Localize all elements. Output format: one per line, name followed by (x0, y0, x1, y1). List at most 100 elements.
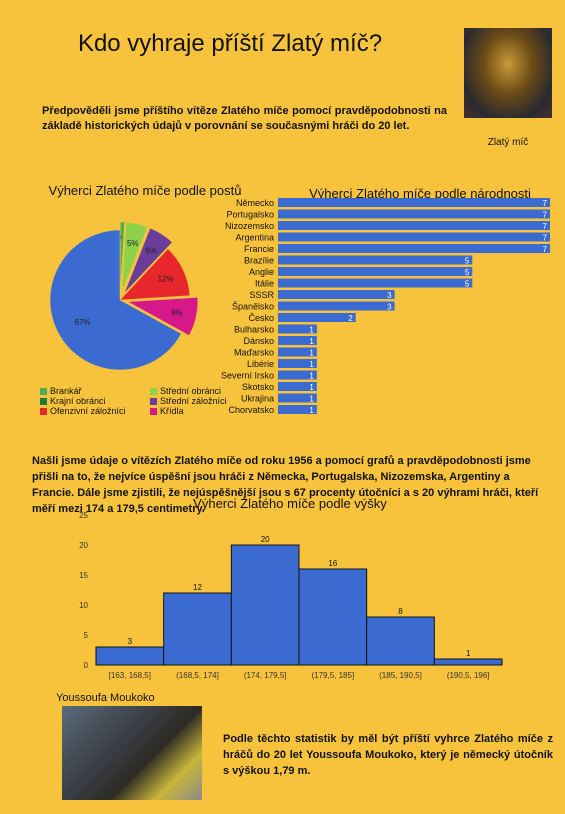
height-bar-value: 1 (466, 649, 471, 658)
nation-tick-label-severni-irsko: Severní Irsko (221, 371, 274, 381)
nation-bar-value: 5 (465, 268, 470, 277)
nation-tick-label-italie: Itálie (255, 279, 274, 289)
position-pie-chart: 1%5%6%12%9%67% (49, 221, 199, 371)
height-chart-title: Výherci Zlatého míče podle výšky (193, 496, 387, 511)
height-y-tick-label: 0 (84, 661, 89, 670)
nation-tick-label-anglie: Anglie (249, 267, 274, 277)
nation-tick-label-nizozemsko: Nizozemsko (225, 221, 274, 231)
findings-paragraph: Našli jsme údaje o vítězích Zlatého míče… (32, 455, 539, 515)
pie-chart-title: Výherci Zlatého míče podle postů (48, 183, 242, 198)
trophy-caption: Zlatý míč (487, 137, 529, 148)
height-bar-value: 16 (328, 559, 337, 568)
nation-tick-label-portugalsko: Portugalsko (226, 210, 274, 220)
nation-bar-value: 7 (543, 245, 548, 254)
nation-tick-label-francie: Francie (244, 244, 274, 254)
height-y-tick-label: 10 (79, 601, 88, 610)
legend-swatch (150, 398, 157, 406)
height-bar (163, 592, 232, 666)
nation-tick-label-madarsko: Maďarsko (234, 348, 274, 358)
nation-tick-label-bulharsko: Bulharsko (234, 325, 274, 335)
nation-bar-ukrajina (278, 393, 317, 403)
legend-item-stredni-obranci: Střední obránci (150, 386, 260, 396)
pie-slice-ofenzivni-zaloznici (119, 248, 191, 301)
legend-label: Střední záložníci (160, 396, 227, 406)
player-caption: Youssoufa Moukoko (56, 692, 155, 704)
height-bar-value: 12 (193, 583, 202, 592)
nation-tick-label-skotsko: Skotsko (242, 382, 274, 392)
legend-swatch (40, 408, 47, 416)
legend-label: Krajní obránci (50, 396, 106, 406)
nation-bar-portugalsko (278, 209, 550, 219)
nation-bar-cesko (278, 313, 356, 322)
nation-bar-value: 1 (309, 326, 314, 335)
legend-swatch (150, 408, 157, 416)
pie-slice-stredni-zaloznici (124, 227, 173, 294)
nation-bar-value: 7 (543, 211, 548, 220)
nation-bar-liberie (278, 359, 317, 368)
nation-tick-label-chorvatsko: Chorvatsko (228, 405, 274, 415)
legend-item-stredni-zaloznici: Střední záložníci (150, 396, 260, 406)
height-x-tick-label: [163, 168,5] (109, 671, 151, 680)
height-bar (433, 658, 503, 666)
height-y-tick-label: 20 (79, 541, 88, 550)
pie-slice-label: 67% (75, 318, 91, 327)
nation-tick-label-spanelsko: Španělsko (232, 302, 274, 312)
pie-slice-label: 12% (158, 275, 174, 284)
nation-bar-chorvatsko (278, 405, 317, 414)
conclusion-paragraph: Podle těchto statistik by měl být příští… (223, 733, 553, 777)
legend-label: Brankář (50, 386, 82, 396)
nation-tick-label-argentina: Argentina (235, 233, 274, 243)
nation-tick-label-liberie: Libérie (247, 359, 274, 369)
height-x-tick-label: (190,5, 196] (447, 671, 490, 680)
nation-bar-value: 1 (309, 383, 314, 392)
legend-label: Střední obránci (160, 386, 222, 396)
pie-slice-stredni-obranci (121, 222, 148, 293)
nation-bar-bulharsko (278, 324, 317, 334)
height-y-tick-label: 15 (79, 571, 88, 580)
nation-bar-value: 2 (348, 314, 353, 323)
pie-slice-label: 6% (146, 247, 158, 256)
height-bar-value: 8 (398, 607, 403, 616)
nation-bar-value: 1 (309, 372, 314, 381)
height-bar-value: 20 (261, 535, 270, 544)
legend-item-brankar: Brankář (40, 386, 150, 396)
legend-label: Ofenzivní záložníci (50, 406, 126, 416)
height-bar (230, 544, 300, 666)
nation-bar-value: 1 (309, 349, 314, 358)
nation-bar-value: 7 (543, 222, 548, 231)
nation-bar-value: 7 (543, 199, 548, 208)
nation-tick-label-ukrajina: Ukrajina (241, 394, 274, 404)
height-x-tick-label: (185, 190,5] (379, 671, 422, 680)
height-x-tick-label: (168,5, 174] (176, 671, 219, 680)
nation-tick-label-nemecko: Německo (236, 198, 274, 208)
nation-bar-severni-irsko (278, 370, 317, 380)
nation-bar-sssr (278, 290, 395, 299)
height-y-tick-label: 5 (84, 631, 89, 640)
pie-slice-kridla (126, 297, 199, 336)
pie-legend: Brankář Střední obránci Krajní obránci Stře… (40, 386, 270, 416)
legend-item-ofenzivni-zaloznici: Ofenzivní záložníci (40, 406, 150, 416)
pie-slice-label: 5% (127, 239, 139, 248)
nationality-bar-chart: Německo 7 Portugalsko 7 Nizozemsko 7 Argentina… (221, 198, 550, 415)
nation-bar-argentina (278, 232, 550, 242)
golden-ball-trophy-photo (464, 28, 552, 118)
pie-slice-label: 9% (171, 309, 183, 318)
height-x-tick-label: (179,5, 185] (311, 671, 354, 680)
nation-bar-skotsko (278, 382, 317, 391)
nation-bar-nemecko (278, 198, 550, 207)
height-bar (366, 616, 435, 666)
player-photo (62, 706, 202, 800)
nation-bar-value: 1 (309, 395, 314, 404)
nation-bar-value: 3 (387, 291, 392, 300)
nation-bar-nizozemsko (278, 221, 550, 230)
pie-slice-other (49, 229, 182, 371)
nation-tick-label-brazilie: Brazílie (244, 256, 274, 266)
height-bar (95, 646, 165, 666)
height-bar-value: 3 (128, 637, 133, 646)
nationality-chart-title: Výherci Zlatého míče podle národnosti (309, 186, 531, 201)
nation-bar-value: 1 (309, 360, 314, 369)
nation-bar-francie (278, 244, 550, 253)
nation-bar-italie (278, 278, 473, 288)
nation-bar-dansko (278, 336, 317, 345)
